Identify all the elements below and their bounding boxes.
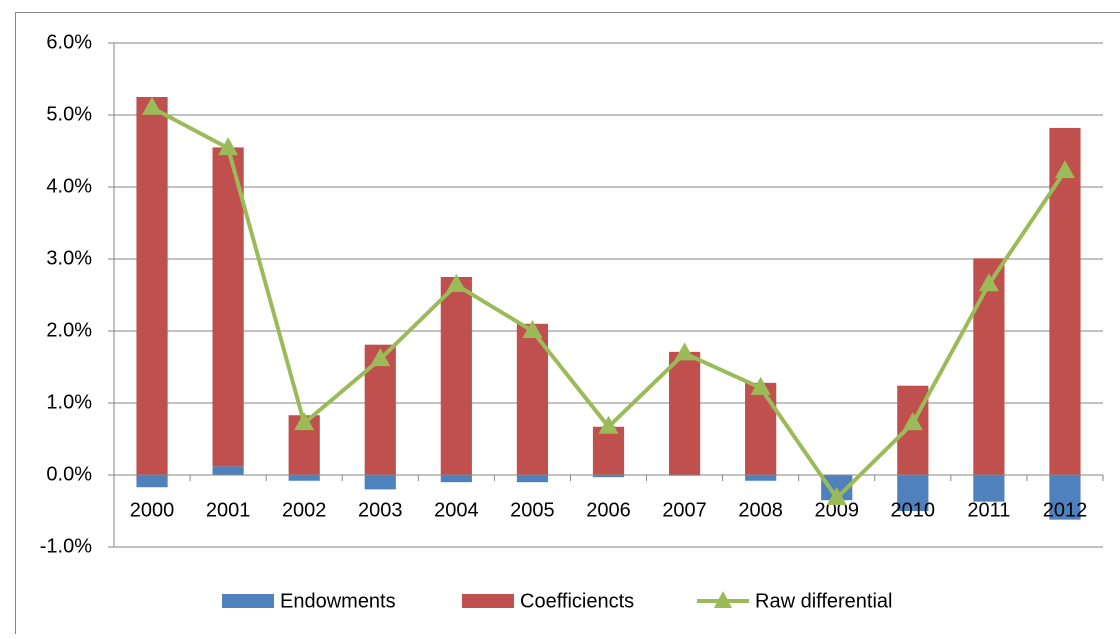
marker	[675, 342, 695, 360]
bar	[669, 352, 700, 475]
bar	[745, 383, 776, 475]
chart-border	[16, 13, 1120, 635]
y-tick-label: -1.0%	[40, 535, 92, 557]
x-tick-label: 2010	[891, 499, 936, 521]
bar	[136, 475, 167, 487]
y-tick-label: 4.0%	[46, 175, 92, 197]
bar	[213, 147, 244, 466]
y-tick-label: 0.0%	[46, 463, 92, 485]
legend-swatch	[222, 594, 274, 608]
y-tick-label: 1.0%	[46, 391, 92, 413]
bar	[441, 277, 472, 475]
x-tick-label: 2011	[967, 499, 1010, 521]
x-tick-label: 2003	[358, 499, 403, 521]
x-tick-label: 2006	[586, 499, 631, 521]
x-tick-label: 2008	[738, 499, 783, 521]
legend-label: Raw differential	[755, 590, 892, 612]
x-tick-label: 2001	[206, 499, 251, 521]
y-tick-label: 3.0%	[46, 247, 92, 269]
bar	[136, 97, 167, 475]
bar	[517, 475, 548, 482]
legend-label: Coefficiencts	[520, 590, 634, 612]
y-tick-label: 2.0%	[46, 319, 92, 341]
bar	[365, 475, 396, 489]
legend-swatch	[462, 594, 514, 608]
bar	[441, 475, 472, 482]
bar	[745, 475, 776, 481]
x-tick-label: 2012	[1043, 499, 1088, 521]
bar	[973, 475, 1004, 502]
x-tick-label: 2004	[434, 499, 479, 521]
x-tick-label: 2002	[282, 499, 327, 521]
x-tick-label: 2005	[510, 499, 555, 521]
bar	[1049, 128, 1080, 475]
bar	[213, 466, 244, 475]
y-tick-label: 5.0%	[46, 103, 92, 125]
legend-label: Endowments	[280, 590, 396, 612]
x-tick-label: 2000	[130, 499, 175, 521]
x-tick-label: 2007	[662, 499, 707, 521]
bar	[593, 427, 624, 475]
bar	[289, 475, 320, 481]
y-tick-label: 6.0%	[46, 31, 92, 53]
